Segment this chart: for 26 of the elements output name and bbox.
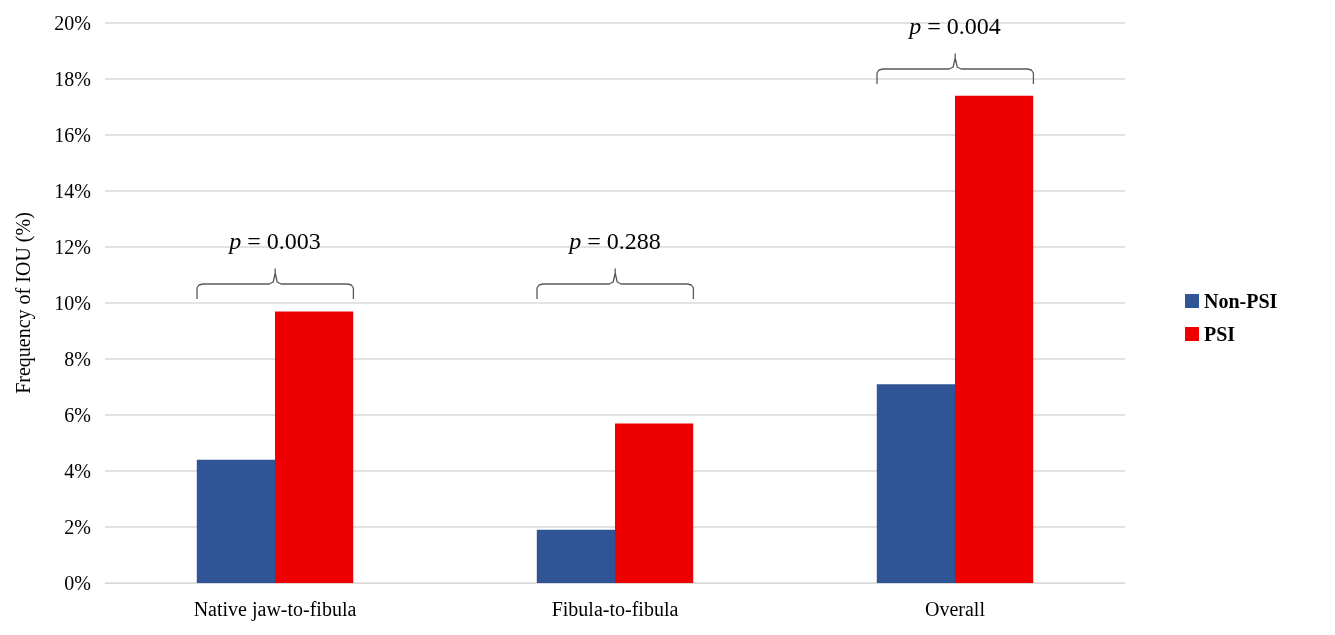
x-tick-label: Native jaw-to-fibula (193, 598, 357, 621)
bar (196, 459, 275, 583)
y-tick-label: 0% (64, 572, 91, 594)
y-tick-label: 6% (64, 404, 91, 426)
bar (955, 95, 1034, 583)
y-tick-label: 20% (54, 12, 91, 34)
bar (536, 529, 615, 583)
y-tick-label: 14% (54, 180, 91, 202)
y-tick-label: 8% (64, 348, 91, 370)
annotation: p = 0.288 (567, 228, 661, 255)
bar (876, 384, 955, 583)
legend-label: Non-PSI (1204, 290, 1278, 312)
x-tick-label: Overall (925, 598, 986, 620)
bar (275, 311, 354, 583)
y-tick-label: 12% (54, 236, 91, 258)
y-axis-title: Frequency of IOU (%) (12, 212, 35, 394)
y-tick-label: 4% (64, 460, 91, 482)
bar (615, 423, 694, 583)
annotation: p = 0.003 (227, 228, 321, 255)
x-tick-label: Fibula-to-fibula (551, 598, 679, 620)
y-tick-label: 16% (54, 124, 91, 146)
annotation: p = 0.004 (907, 12, 1001, 39)
legend-label: PSI (1204, 323, 1236, 345)
y-tick-label: 18% (54, 68, 91, 90)
y-tick-label: 10% (54, 292, 91, 314)
y-tick-label: 2% (64, 516, 91, 538)
